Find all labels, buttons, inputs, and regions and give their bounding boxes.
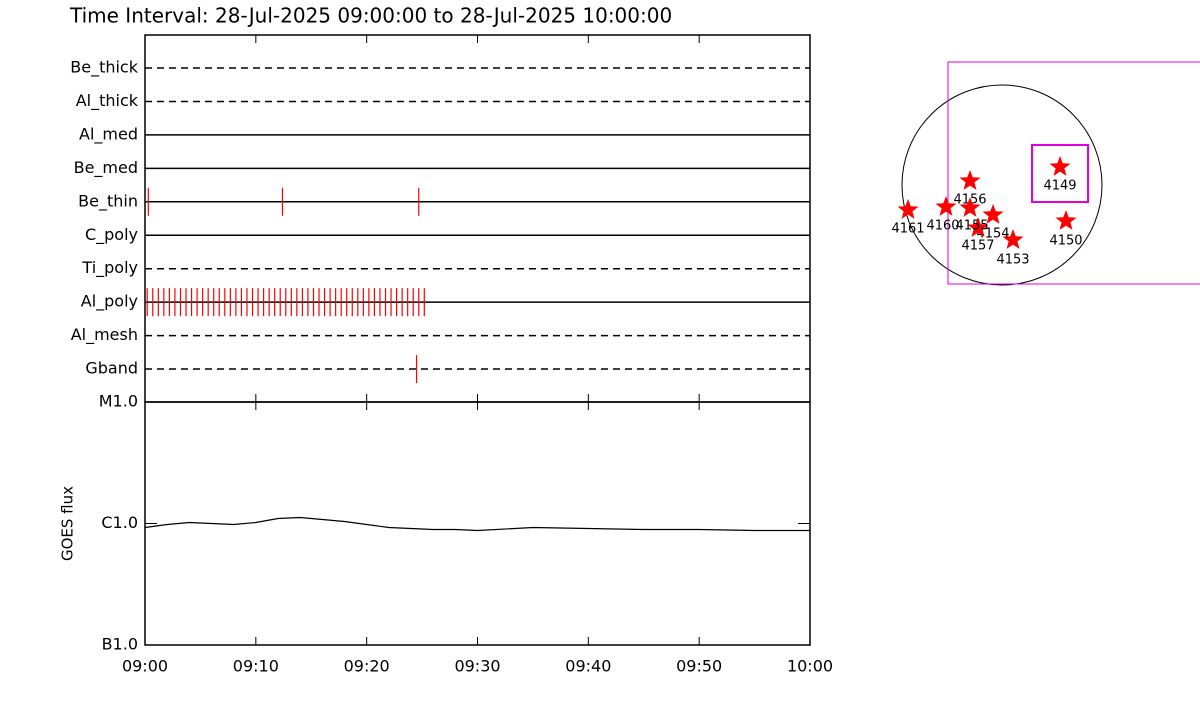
filter-label: Be_thick xyxy=(70,58,138,78)
filter-label: Al_mesh xyxy=(71,325,138,345)
filter-label: Al_poly xyxy=(81,292,138,312)
filter-label: Ti_poly xyxy=(81,258,138,278)
fov-box xyxy=(947,61,1200,285)
x-tick-label: 09:50 xyxy=(676,657,722,676)
region-label: 4149 xyxy=(1043,179,1076,194)
x-tick-label: 09:20 xyxy=(344,657,390,676)
region-label: 4160 xyxy=(926,219,959,234)
filter-label: Gband xyxy=(85,359,138,378)
filter-label: Al_thick xyxy=(76,91,139,111)
goes-curve xyxy=(144,516,810,532)
region-label: 4161 xyxy=(891,222,924,237)
title: Time Interval: 28-Jul-2025 09:00:00 to 2… xyxy=(69,4,672,28)
y-tick-label: M1.0 xyxy=(99,392,138,411)
region-star xyxy=(1002,229,1024,249)
filter-label: C_poly xyxy=(85,225,138,245)
x-tick-label: 09:30 xyxy=(454,657,500,676)
region-star xyxy=(1055,210,1077,230)
region-label: 4157 xyxy=(961,239,994,254)
region-label: 4153 xyxy=(996,253,1029,268)
x-tick-label: 09:40 xyxy=(565,657,611,676)
region-star xyxy=(1049,156,1071,176)
region-star xyxy=(967,217,989,237)
filter-label: Be_thin xyxy=(78,191,138,211)
filter-label: Be_med xyxy=(74,158,138,178)
region-label: 4155 xyxy=(955,219,988,234)
x-tick-label: 10:00 xyxy=(787,657,833,676)
filter-label: Al_med xyxy=(79,124,138,144)
y-axis-label: GOES flux xyxy=(59,486,77,561)
x-tick-label: 09:10 xyxy=(233,657,279,676)
region-star xyxy=(959,197,981,217)
filter-frame xyxy=(144,34,811,403)
y-tick-label: C1.0 xyxy=(101,513,138,532)
region-label: 4150 xyxy=(1049,234,1082,249)
y-tick-label: B1.0 xyxy=(102,635,138,654)
region-star xyxy=(959,170,981,190)
region-star xyxy=(935,196,957,216)
x-tick-label: 09:00 xyxy=(122,657,168,676)
region-star xyxy=(897,199,919,219)
region-star xyxy=(982,204,1004,224)
region-label: 4154 xyxy=(976,227,1009,242)
solar-limb xyxy=(901,84,1103,286)
fov-box-small xyxy=(1031,144,1089,203)
